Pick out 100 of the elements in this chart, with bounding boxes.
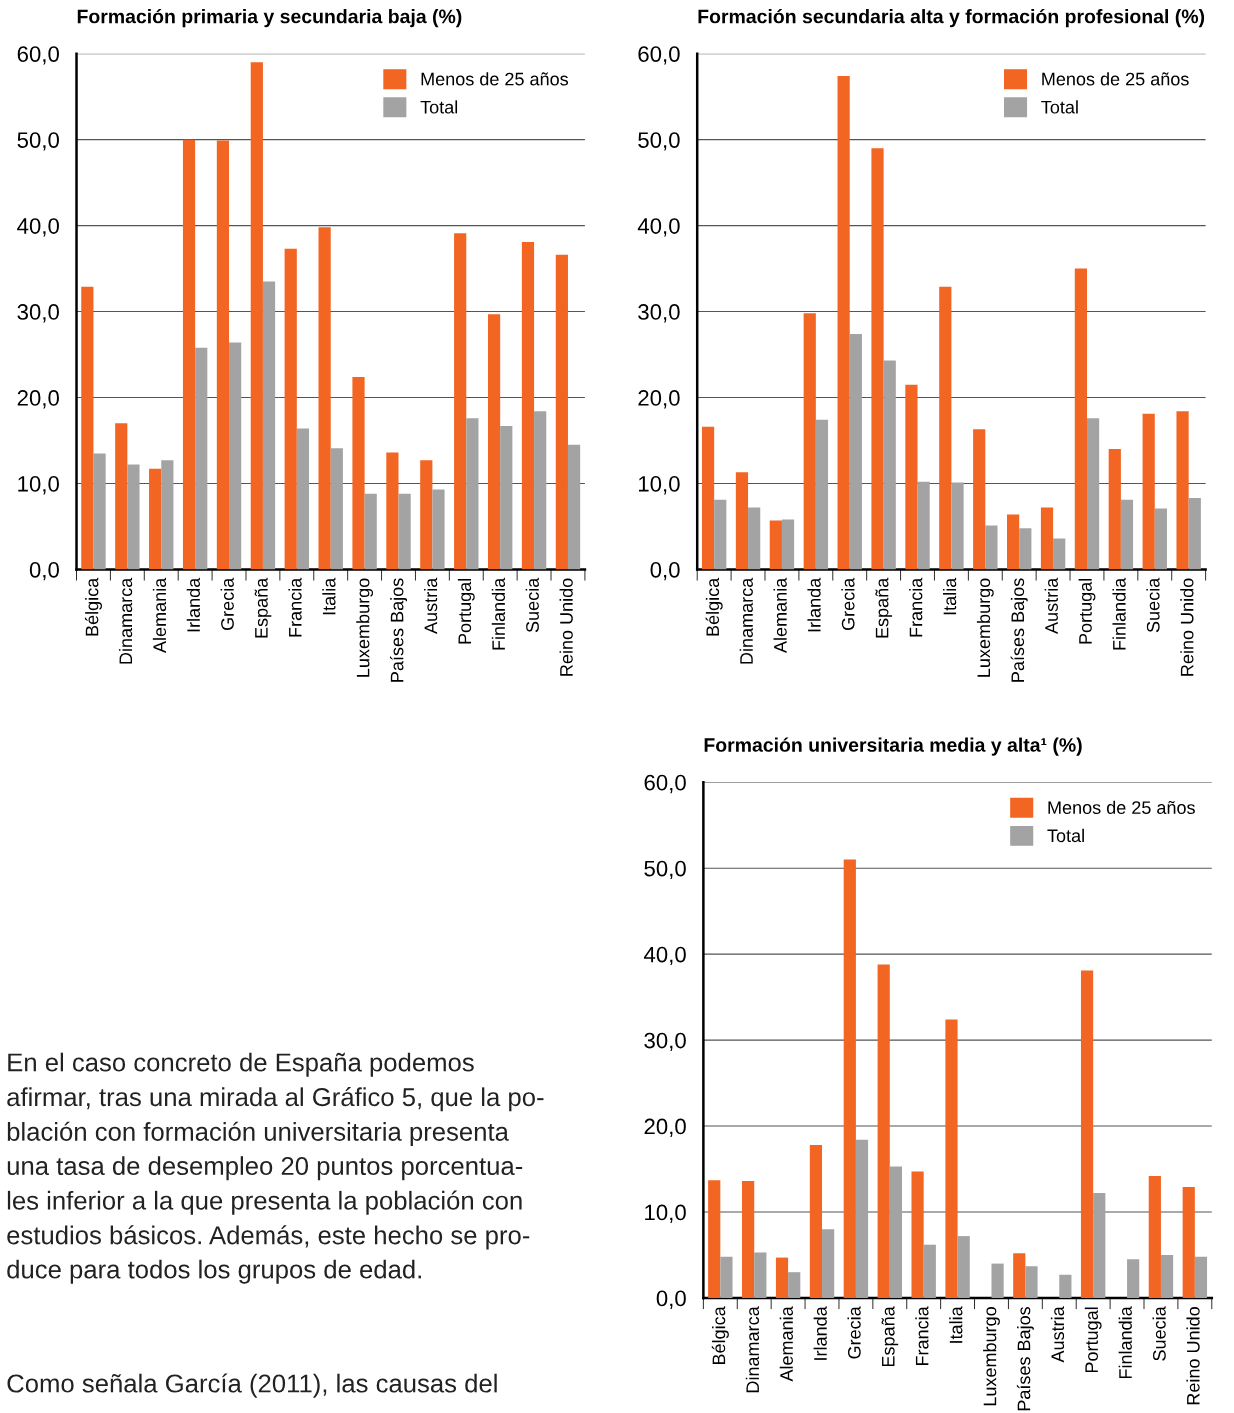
x-tick-label: Países Bajos [1016, 1306, 1034, 1411]
bar [330, 448, 343, 570]
x-tick-label: Portugal [1084, 1307, 1102, 1373]
y-tick-label: 40,0 [643, 946, 686, 966]
x-tick-label: Alemania [773, 577, 787, 653]
x-tick-label: Portugal [1078, 578, 1096, 644]
bar [803, 313, 816, 570]
x-tick-label: Reino Unido [1180, 578, 1194, 676]
text: En el caso concreto de España podemos afirmar, tras una mirada al Gráfico 5, que la po- blación con formación universitaria presenta una tasa de desempleo 20 puntos porcentua- les inferior a la que presenta la población con estudios básicos. Además, este hecho se pro- duce para todos los grupos de edad. [7, 1052, 544, 1284]
bar [742, 1181, 755, 1298]
bar [735, 472, 749, 570]
legend-label: Menos de 25 años [421, 72, 569, 86]
bar [1188, 498, 1201, 570]
bar [1086, 418, 1100, 570]
bar [398, 493, 411, 570]
bar [352, 376, 365, 570]
bar [318, 227, 331, 570]
x-tick-label: Países Bajos [389, 578, 408, 682]
bar [1059, 1274, 1072, 1298]
y-tick-label: 20,0 [17, 390, 59, 409]
y-tick-label: 10,0 [638, 476, 680, 495]
y-tick-label: 20,0 [644, 1118, 686, 1137]
bar [216, 140, 230, 570]
bar [127, 464, 140, 570]
x-tick-label: España [875, 577, 893, 638]
x-tick-label: Suecia [525, 577, 539, 633]
x-tick-label: Italia [322, 577, 336, 615]
bar [1127, 1259, 1140, 1298]
bar [1053, 538, 1066, 570]
x-tick-label: Austria [1050, 1306, 1065, 1363]
bar [284, 248, 297, 570]
x-tick-label: Francia [915, 1306, 929, 1366]
bar [487, 314, 501, 570]
bar [555, 254, 568, 570]
y-tick-label: 60,0 [638, 46, 680, 65]
bar [701, 426, 715, 570]
bar [149, 468, 162, 570]
bar [262, 281, 276, 570]
x-tick-label: Francia [909, 577, 923, 637]
bar [1074, 268, 1087, 570]
bar [939, 286, 952, 570]
bar [1142, 413, 1155, 570]
x-tick-label: Bélgica [705, 577, 723, 636]
bar [250, 62, 263, 570]
y-tick-label: 60,0 [17, 46, 59, 65]
y-tick-label: 10,0 [18, 476, 59, 495]
bar [1154, 508, 1167, 570]
y-tick-label: 30,0 [644, 1032, 686, 1052]
x-tick-label: Austria [423, 577, 438, 634]
y-tick-label: 50,0 [17, 132, 59, 151]
y-tick-label: 10,0 [645, 1204, 686, 1223]
x-tick-label: España [254, 577, 272, 638]
bar [923, 1244, 936, 1298]
bar [466, 418, 479, 570]
x-tick-label: Suecia [1146, 577, 1160, 633]
x-tick-label: Reino Unido [559, 578, 573, 676]
y-tick-label: 20,0 [638, 390, 680, 409]
bar [454, 233, 467, 570]
bar [720, 1256, 733, 1298]
bar [1176, 411, 1189, 570]
legend-label: Total [1041, 100, 1078, 114]
x-tick-label: Alemania [152, 577, 167, 653]
y-tick-label: 0,0 [650, 561, 680, 581]
bar [871, 148, 884, 570]
bar [534, 411, 547, 570]
bar [1013, 1253, 1026, 1298]
x-tick-label: Italia [943, 577, 957, 615]
x-tick-label: Luxemburgo [356, 578, 374, 677]
bar [93, 453, 106, 570]
bar [1120, 499, 1134, 570]
bar [1093, 1193, 1106, 1298]
y-tick-label: 30,0 [17, 304, 59, 323]
bar [855, 1139, 869, 1298]
x-tick-label: Finlandia [491, 577, 506, 650]
bar [985, 525, 998, 570]
bar [195, 347, 208, 570]
bar [1182, 1187, 1195, 1298]
bar [420, 460, 433, 570]
bar [81, 286, 94, 570]
bar [877, 964, 890, 1298]
bar [521, 241, 535, 570]
bar [945, 1019, 958, 1298]
bar [781, 519, 795, 570]
y-tick-label: 30,0 [638, 304, 680, 323]
x-tick-label: Bélgica [84, 577, 102, 636]
x-tick-label: Reino Unido [1186, 1307, 1200, 1405]
bar [1148, 1175, 1161, 1298]
bar [1160, 1255, 1174, 1298]
x-tick-label: Italia [949, 1306, 963, 1343]
bar [115, 423, 128, 570]
bar [769, 520, 782, 570]
bar [754, 1252, 767, 1298]
x-tick-label: Países Bajos [1010, 578, 1028, 682]
x-tick-label: España [881, 1306, 899, 1367]
bar [951, 482, 964, 570]
bar [229, 342, 242, 570]
legend-label: Total [1047, 828, 1084, 843]
x-tick-label: Luxemburgo [976, 578, 994, 677]
bar [815, 419, 829, 570]
text: Como señala García (2011), las causas del [7, 1373, 497, 1398]
